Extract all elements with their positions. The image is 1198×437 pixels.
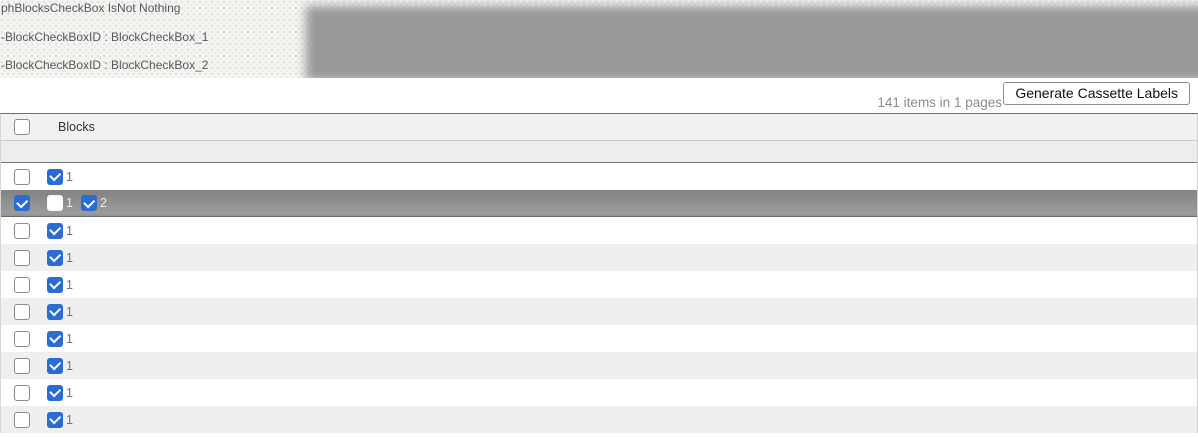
row-select-checkbox[interactable] xyxy=(14,222,30,239)
row-select-checkbox[interactable] xyxy=(14,168,30,185)
blocks-cell: 1 xyxy=(47,411,73,428)
table-row[interactable]: 1 xyxy=(1,163,1197,190)
row-select-checkbox[interactable] xyxy=(14,195,30,211)
toolbar: 141 items in 1 pages Generate Cassette L… xyxy=(0,78,1198,113)
block-checkbox[interactable] xyxy=(47,168,63,185)
block-label: 2 xyxy=(99,196,107,210)
blocks-cell: 1 xyxy=(47,168,73,185)
blocks-cell: 1 xyxy=(47,276,73,293)
block-item: 1 xyxy=(47,411,73,428)
block-label: 1 xyxy=(66,277,73,292)
block-checkbox[interactable] xyxy=(80,195,97,211)
block-item: 1 xyxy=(47,249,73,266)
row-select-checkbox[interactable] xyxy=(14,330,30,347)
block-item: 1 xyxy=(47,222,73,239)
block-checkbox[interactable] xyxy=(47,303,63,320)
table-row[interactable]: 1 xyxy=(1,406,1197,433)
block-label: 1 xyxy=(66,169,73,184)
block-label: 1 xyxy=(66,385,73,400)
row-select-checkbox[interactable] xyxy=(14,249,30,266)
row-select-cell xyxy=(1,195,47,211)
block-item: 2 xyxy=(80,195,107,211)
row-select-cell xyxy=(1,222,47,239)
block-label: 1 xyxy=(66,358,73,373)
debug-log-strip: phBlocksCheckBox IsNot Nothing -BlockChe… xyxy=(0,0,1198,78)
table-row[interactable]: 1 xyxy=(1,325,1197,352)
table-row[interactable]: 1 xyxy=(1,352,1197,379)
block-label: 1 xyxy=(66,250,73,265)
block-checkbox[interactable] xyxy=(47,330,63,347)
row-select-cell xyxy=(1,303,47,320)
block-checkbox[interactable] xyxy=(47,276,63,293)
debug-line: -BlockCheckBoxID : BlockCheckBox_2 xyxy=(1,58,209,72)
row-select-cell xyxy=(1,411,47,428)
row-select-cell xyxy=(1,276,47,293)
blocks-cell: 1 xyxy=(47,303,73,320)
blocks-cell: 1 xyxy=(47,357,73,374)
table-row[interactable]: 1 xyxy=(1,298,1197,325)
debug-line: -BlockCheckBoxID : BlockCheckBox_1 xyxy=(1,30,209,44)
row-select-cell xyxy=(1,168,47,185)
block-checkbox[interactable] xyxy=(47,384,63,401)
blocks-column-header: Blocks xyxy=(58,120,95,134)
block-checkbox[interactable] xyxy=(47,249,63,266)
block-checkbox[interactable] xyxy=(47,357,63,374)
block-item: 1 xyxy=(47,195,73,211)
block-checkbox[interactable] xyxy=(47,222,63,239)
table-row[interactable]: 1 xyxy=(1,244,1197,271)
block-label: 1 xyxy=(66,196,73,210)
block-label: 1 xyxy=(66,412,73,427)
select-all-checkbox[interactable] xyxy=(14,119,30,135)
blocks-cell: 1 xyxy=(47,249,73,266)
blocks-cell: 1 xyxy=(47,384,73,401)
blocks-cell: 1 xyxy=(47,222,73,239)
debug-line: phBlocksCheckBox IsNot Nothing xyxy=(1,1,181,15)
table-row[interactable]: 1 xyxy=(1,379,1197,406)
block-item: 1 xyxy=(47,330,73,347)
block-item: 1 xyxy=(47,357,73,374)
items-count-label: 141 items in 1 pages xyxy=(877,95,1002,110)
row-select-cell xyxy=(1,357,47,374)
block-label: 1 xyxy=(66,331,73,346)
block-item: 1 xyxy=(47,276,73,293)
header-select-cell xyxy=(1,119,47,135)
generate-cassette-labels-button[interactable]: Generate Cassette Labels xyxy=(1003,82,1190,105)
table-row[interactable]: 1 xyxy=(1,271,1197,298)
table-row[interactable]: 1 xyxy=(1,217,1197,244)
block-checkbox[interactable] xyxy=(47,411,63,428)
row-select-checkbox[interactable] xyxy=(14,276,30,293)
block-item: 1 xyxy=(47,303,73,320)
gray-overlay-panel xyxy=(306,6,1198,78)
block-item: 1 xyxy=(47,384,73,401)
row-select-checkbox[interactable] xyxy=(14,384,30,401)
block-checkbox[interactable] xyxy=(47,195,63,211)
block-item: 1 xyxy=(47,168,73,185)
blocks-cell: 1 xyxy=(47,330,73,347)
grid-header-row: Blocks xyxy=(1,114,1197,141)
row-select-checkbox[interactable] xyxy=(14,303,30,320)
row-select-cell xyxy=(1,384,47,401)
block-label: 1 xyxy=(66,223,73,238)
grid-filter-row xyxy=(1,141,1197,163)
row-select-checkbox[interactable] xyxy=(14,357,30,374)
block-label: 1 xyxy=(66,304,73,319)
row-select-cell xyxy=(1,249,47,266)
row-select-cell xyxy=(1,330,47,347)
row-select-checkbox[interactable] xyxy=(14,411,30,428)
